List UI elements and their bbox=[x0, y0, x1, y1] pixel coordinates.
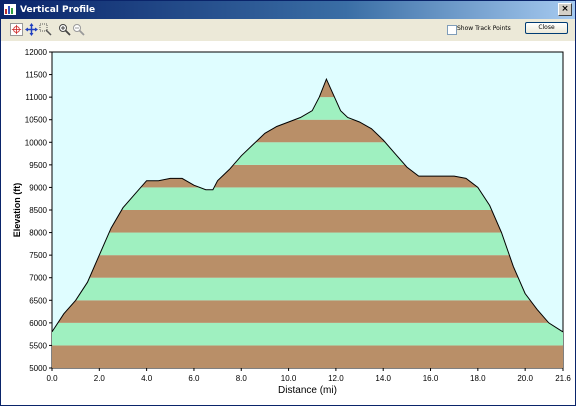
y-tick-label: 12000 bbox=[25, 48, 48, 57]
elevation-profile-line bbox=[51, 77, 564, 333]
show-track-points-label: Show Track Points bbox=[457, 25, 511, 32]
x-tick-label: 18.0 bbox=[470, 374, 486, 383]
magnifier-minus-icon[interactable] bbox=[72, 23, 85, 36]
y-tick-label: 5000 bbox=[29, 364, 47, 373]
x-tick-label: 2.0 bbox=[94, 374, 106, 383]
zoom-box-icon[interactable] bbox=[39, 23, 52, 36]
x-tick-label: 20.0 bbox=[517, 374, 533, 383]
elevation-band bbox=[52, 187, 563, 210]
elevation-chart: 5000 5500 6000 6500 7000 7500 8000 8500 9000 9500… bbox=[1, 41, 575, 405]
x-tick-label: 4.0 bbox=[141, 374, 153, 383]
y-tick-label: 9500 bbox=[29, 161, 47, 170]
close-button[interactable]: Close bbox=[525, 22, 568, 34]
y-tick-label: 9000 bbox=[29, 183, 47, 192]
app-icon bbox=[4, 4, 16, 15]
x-tick-label: 8.0 bbox=[236, 374, 248, 383]
x-tick-label: 16.0 bbox=[423, 374, 439, 383]
show-track-points-checkbox[interactable] bbox=[447, 25, 457, 35]
y-tick-label: 8000 bbox=[29, 229, 47, 238]
x-tick-label: 0.0 bbox=[46, 374, 58, 383]
elevation-band bbox=[52, 345, 563, 368]
x-tick-label: 14.0 bbox=[375, 374, 391, 383]
x-tick-label: 10.0 bbox=[281, 374, 297, 383]
elevation-band bbox=[52, 210, 563, 233]
y-tick-label: 6500 bbox=[29, 296, 47, 305]
elevation-band bbox=[52, 322, 563, 346]
x-tick-label: 6.0 bbox=[188, 374, 200, 383]
y-tick-label: 7000 bbox=[29, 274, 47, 283]
crosshair-icon[interactable] bbox=[10, 23, 23, 36]
y-tick-label: 11000 bbox=[25, 93, 47, 102]
y-tick-label: 5500 bbox=[29, 341, 47, 350]
pan-arrows-icon[interactable] bbox=[25, 23, 38, 36]
elevation-band bbox=[52, 300, 563, 323]
window-title: Vertical Profile bbox=[20, 5, 96, 15]
x-axis-label: Distance (mi) bbox=[278, 385, 337, 396]
title-bar[interactable]: Vertical Profile × bbox=[1, 1, 575, 19]
elevation-band bbox=[52, 255, 563, 278]
elevation-band bbox=[52, 232, 563, 256]
y-tick-label: 7500 bbox=[29, 251, 47, 260]
window-close-button[interactable]: × bbox=[558, 3, 572, 16]
x-tick-label: 12.0 bbox=[328, 374, 344, 383]
y-tick-label: 10500 bbox=[25, 116, 48, 125]
y-axis-label: Elevation (ft) bbox=[12, 183, 22, 238]
elevation-band bbox=[52, 277, 563, 301]
y-tick-label: 6000 bbox=[29, 319, 47, 328]
y-tick-label: 10000 bbox=[25, 138, 48, 147]
y-tick-label: 11500 bbox=[25, 71, 47, 80]
x-tick-label: 21.6 bbox=[555, 374, 571, 383]
magnifier-plus-icon[interactable] bbox=[58, 23, 71, 36]
toolbar bbox=[1, 20, 575, 39]
y-tick-label: 8500 bbox=[29, 206, 47, 215]
